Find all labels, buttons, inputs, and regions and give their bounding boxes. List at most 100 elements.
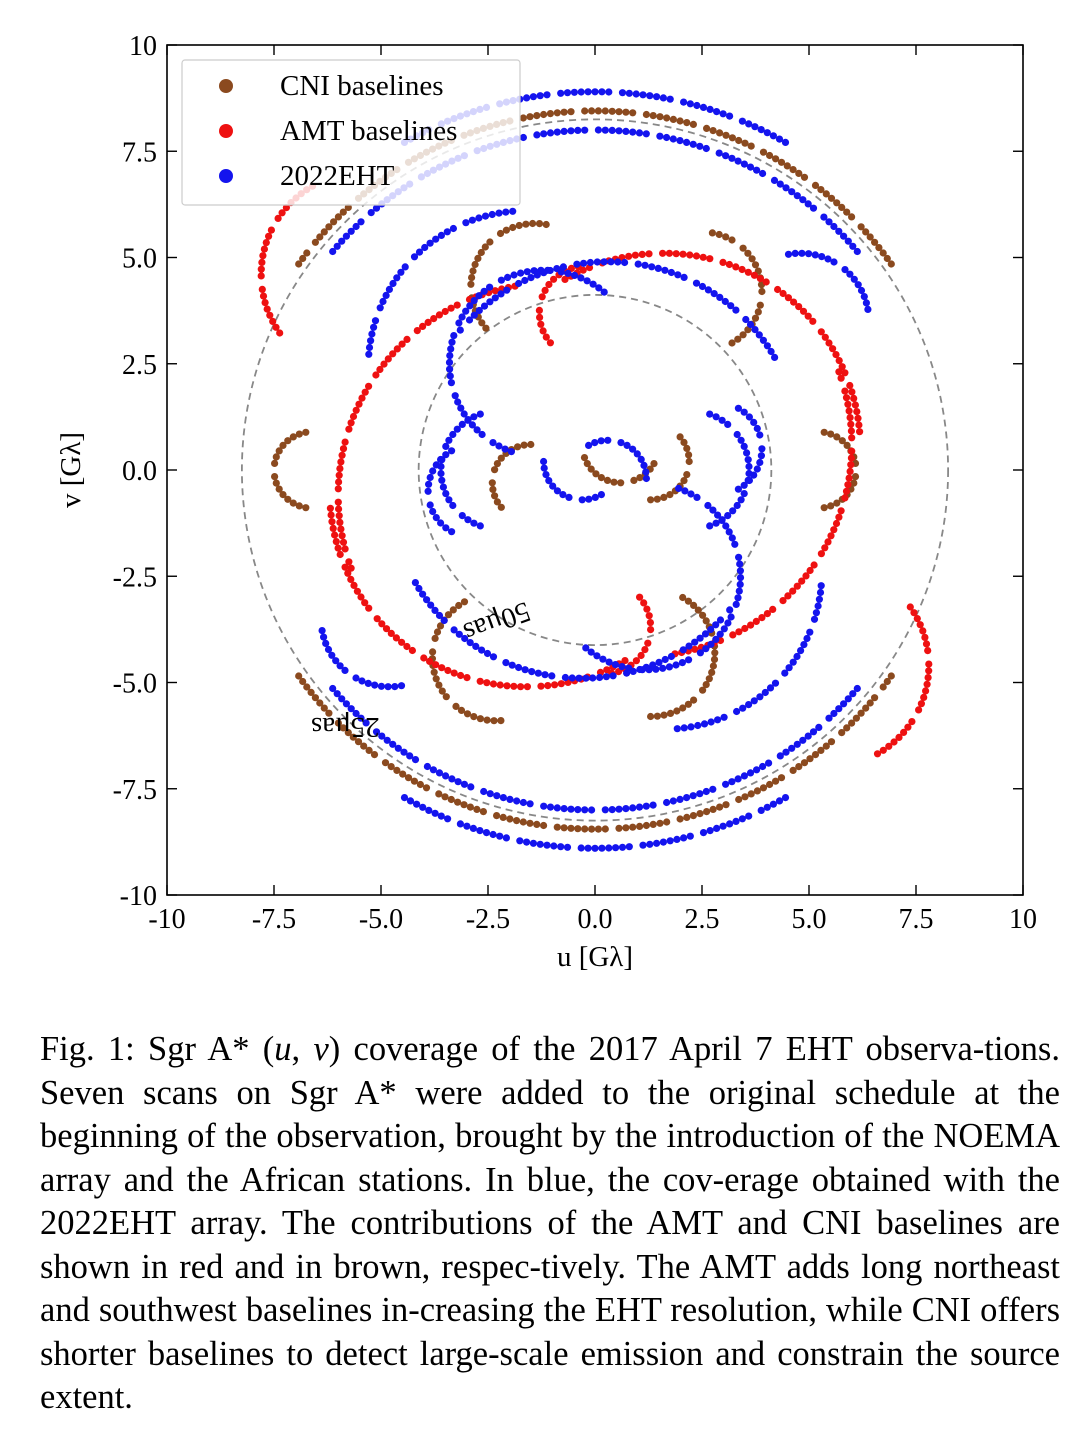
data-point	[387, 629, 395, 638]
data-point	[584, 88, 592, 96]
data-point	[437, 231, 445, 239]
data-point	[837, 507, 845, 515]
data-point	[334, 485, 342, 493]
data-point	[341, 563, 349, 571]
data-point	[382, 625, 391, 633]
data-point	[663, 114, 671, 122]
data-point	[804, 200, 812, 208]
data-point	[845, 407, 853, 415]
data-point	[302, 504, 310, 512]
data-point	[761, 688, 769, 697]
data-point	[332, 538, 340, 546]
data-point	[515, 663, 523, 672]
data-point	[676, 815, 684, 823]
data-point	[687, 490, 695, 498]
data-point	[535, 220, 544, 228]
data-point	[680, 834, 688, 842]
data-point	[811, 251, 819, 259]
data-point	[535, 306, 544, 314]
data-point	[649, 112, 657, 120]
data-point	[665, 663, 674, 671]
data-point	[659, 838, 668, 846]
caption-comma: ,	[291, 1030, 314, 1068]
data-point	[467, 280, 475, 288]
data-point	[691, 645, 699, 653]
data-point	[636, 593, 644, 601]
data-point	[788, 744, 796, 752]
data-point	[731, 540, 739, 548]
data-point	[678, 659, 687, 667]
data-point	[862, 228, 870, 236]
data-point	[373, 615, 381, 623]
data-point	[848, 213, 856, 221]
data-point	[783, 162, 791, 170]
data-point	[666, 837, 674, 845]
data-point	[735, 628, 743, 636]
data-point	[743, 449, 751, 457]
data-point	[537, 682, 545, 690]
data-point	[398, 638, 406, 646]
series-1-arc-7	[428, 598, 505, 725]
data-point	[827, 532, 835, 540]
data-point	[370, 323, 378, 331]
data-point	[643, 605, 651, 613]
data-point	[442, 524, 450, 532]
data-point	[457, 706, 466, 715]
data-point	[732, 600, 740, 609]
data-point	[751, 123, 759, 131]
data-point	[470, 413, 478, 421]
data-point	[546, 129, 555, 137]
data-point	[480, 302, 489, 310]
data-point	[629, 823, 637, 831]
uv-coverage-figure: -10 -7.5 -5.0 -2.5 0.0 2.5 5.0 7.5 10 10 7.5 5.0 2.…	[55, 31, 1037, 973]
data-point	[910, 609, 918, 617]
data-point	[779, 289, 787, 298]
data-point	[725, 528, 733, 536]
data-point	[646, 619, 655, 627]
data-point	[540, 269, 548, 277]
data-point	[922, 640, 931, 648]
data-point	[716, 129, 724, 137]
data-point	[546, 339, 555, 347]
data-point	[856, 428, 864, 436]
data-point	[471, 260, 479, 269]
data-point	[435, 611, 444, 620]
data-point	[733, 501, 741, 510]
data-point	[337, 525, 345, 533]
data-point	[747, 621, 755, 629]
data-point	[589, 674, 597, 682]
data-point	[776, 180, 784, 188]
data-point	[543, 841, 551, 849]
data-point	[864, 305, 872, 313]
data-point	[781, 138, 790, 146]
data-point	[817, 746, 825, 755]
data-point	[766, 780, 774, 789]
data-point	[691, 638, 699, 646]
data-point	[844, 237, 852, 245]
data-point	[360, 742, 368, 750]
data-point	[713, 824, 721, 833]
data-point	[625, 89, 633, 97]
data-point	[703, 124, 711, 132]
data-point	[753, 465, 761, 473]
caption-rest-5: creasing the EHT resolution, while CNI o…	[40, 1291, 1061, 1416]
data-point	[833, 499, 841, 507]
data-point	[615, 805, 623, 813]
data-point	[772, 777, 780, 785]
data-point	[478, 319, 486, 327]
data-point	[570, 88, 579, 96]
data-point	[707, 625, 715, 634]
data-point	[709, 127, 717, 135]
data-point	[673, 707, 681, 715]
data-point	[702, 645, 710, 653]
series-3-arc-12	[734, 404, 766, 493]
data-point	[649, 820, 657, 829]
data-point	[476, 677, 484, 685]
data-point	[565, 493, 573, 501]
data-point	[841, 494, 849, 502]
series-3	[318, 88, 872, 852]
data-point	[591, 439, 599, 447]
series-3-arc-15	[365, 207, 517, 358]
data-point	[365, 350, 373, 358]
data-point	[329, 684, 337, 693]
